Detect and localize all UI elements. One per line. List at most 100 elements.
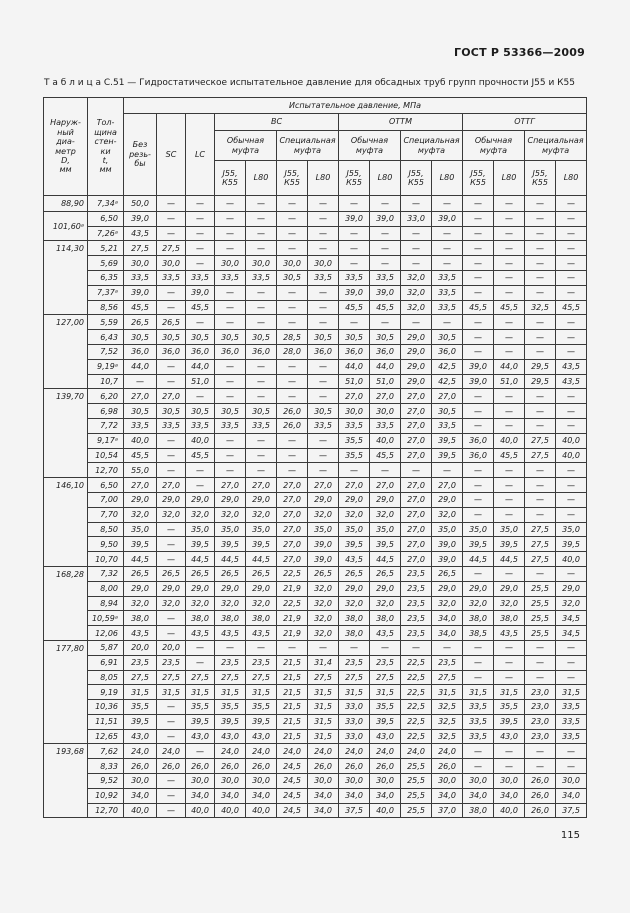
pressure-cell: 40,0 (493, 432, 525, 449)
pressure-cell: — (245, 462, 277, 479)
pressure-cell: 40,0 (123, 432, 157, 449)
pressure-cell: 43,5 (554, 358, 588, 375)
pressure-table-head: Наруж- ный диа- метр D, мм Тол- щина стен… (43, 97, 588, 196)
pressure-cell: — (276, 432, 308, 449)
pressure-cell: 27,0 (276, 491, 308, 508)
pressure-cell: — (554, 639, 588, 656)
pressure-cell: — (493, 462, 525, 479)
pressure-cell: 43,0 (214, 728, 246, 745)
pressure-cell: 24,5 (276, 773, 308, 789)
diameter-cell: 101,60ᵃ (43, 210, 88, 242)
pressure-cell: — (554, 225, 588, 242)
pressure-cell: — (524, 225, 556, 242)
pressure-cell: — (276, 195, 308, 212)
pressure-cell: 25,5 (524, 625, 556, 641)
pressure-cell: 29,0 (400, 358, 432, 375)
pressure-cell: 22,5 (276, 565, 308, 582)
pressure-cell: 39,0 (431, 210, 463, 227)
pressure-cell: — (156, 447, 186, 464)
pressure-cell: — (369, 240, 401, 257)
pressure-cell: 31,5 (185, 684, 215, 701)
pressure-cell: 32,5 (431, 713, 463, 730)
pressure-cell: 45,5 (185, 447, 215, 464)
pressure-cell: 23,0 (524, 728, 556, 745)
pressure-cell: 39,0 (338, 284, 370, 301)
pressure-cell: — (462, 758, 494, 775)
pressure-cell: 38,0 (245, 610, 277, 627)
pressure-cell: 27,5 (524, 432, 556, 449)
diameter-cell: 114,30 (43, 240, 88, 316)
pressure-cell: 24,0 (400, 743, 432, 760)
pressure-cell: 44,5 (185, 551, 215, 567)
pressure-cell: — (307, 195, 339, 212)
pressure-cell: 30,0 (123, 255, 157, 271)
pressure-cell: 35,0 (493, 521, 525, 538)
pressure-cell: 23,5 (431, 654, 463, 671)
pressure-cell: 44,0 (185, 358, 215, 375)
table-row: 5,69 30,0 30,0—30,0 30,0 30,0 30,0— — — — — — — — (44, 255, 588, 271)
pressure-cell: 35,5 (185, 699, 215, 715)
pressure-cell: 30,0 (214, 773, 246, 789)
pressure-cell: — (431, 225, 463, 242)
pressure-cell: 32,0 (245, 506, 277, 523)
pressure-cell: — (214, 225, 246, 242)
pressure-cell: 26,0 (307, 758, 339, 775)
pressure-cell: 24,0 (369, 743, 401, 760)
pressure-cell: 42,5 (431, 373, 463, 390)
pressure-cell: — (245, 284, 277, 301)
pressure-cell: 43,0 (369, 728, 401, 745)
pressure-cell: 39,0 (123, 284, 157, 301)
pressure-cell: 38,0 (462, 610, 494, 627)
pressure-cell: — (554, 329, 588, 345)
document-code: ГОСТ Р 53366—2009 (454, 46, 585, 59)
pressure-cell: — (214, 388, 246, 405)
pressure-cell: 29,0 (123, 491, 157, 508)
col-header-grade: L80 (431, 160, 463, 196)
pressure-cell: — (554, 669, 588, 686)
pressure-cell: 33,0 (338, 699, 370, 715)
pressure-cell: — (400, 225, 432, 242)
pressure-cell: 30,5 (307, 403, 339, 419)
pressure-cell: 30,0 (554, 773, 588, 789)
pressure-cell: 45,5 (338, 299, 370, 316)
pressure-cell: — (156, 802, 186, 819)
pressure-cell: 43,5 (123, 625, 157, 641)
pressure-cell: 24,0 (431, 743, 463, 760)
pressure-cell: — (276, 358, 308, 375)
pressure-cell: — (156, 373, 186, 390)
pressure-cell: 24,0 (214, 743, 246, 760)
pressure-cell: 31,5 (431, 684, 463, 701)
pressure-cell: 32,0 (338, 506, 370, 523)
table-row: 7,52 36,0 36,0 36,0 36,0 36,0 28,0 36,0 36,0 36,0… (44, 343, 588, 360)
thickness-cell: 8,94 (87, 595, 124, 612)
pressure-cell: 23,5 (123, 654, 157, 671)
pressure-cell: 39,5 (493, 536, 525, 553)
pressure-cell: 40,0 (245, 802, 277, 819)
pressure-cell: 30,5 (123, 329, 157, 345)
diameter-cell: 146,10 (43, 477, 88, 567)
pressure-cell: 28,0 (276, 343, 308, 360)
pressure-cell: — (462, 477, 494, 493)
pressure-cell: 39,5 (245, 713, 277, 730)
pressure-cell: — (156, 284, 186, 301)
pressure-cell: 39,5 (338, 536, 370, 553)
thickness-cell: 7,00 (87, 491, 124, 508)
pressure-cell: — (462, 669, 494, 686)
pressure-cell: 23,5 (156, 654, 186, 671)
pressure-cell: 32,0 (123, 595, 157, 612)
pressure-cell: 21,5 (276, 728, 308, 745)
thickness-cell: 5,69 (87, 255, 124, 271)
pressure-cell: 27,5 (431, 669, 463, 686)
pressure-cell: — (307, 358, 339, 375)
col-header-diameter: Наруж- ный диа- метр D, мм (43, 97, 88, 196)
pressure-cell: 43,5 (123, 225, 157, 242)
pressure-cell: 21,5 (276, 684, 308, 701)
pressure-cell: — (338, 255, 370, 271)
pressure-cell: — (493, 388, 525, 405)
pressure-cell: — (524, 506, 556, 523)
pressure-cell: 30,5 (307, 329, 339, 345)
pressure-cell: 27,5 (524, 521, 556, 538)
pressure-cell: 39,5 (245, 536, 277, 553)
pressure-cell: 36,0 (431, 343, 463, 360)
pressure-cell: — (493, 491, 525, 508)
